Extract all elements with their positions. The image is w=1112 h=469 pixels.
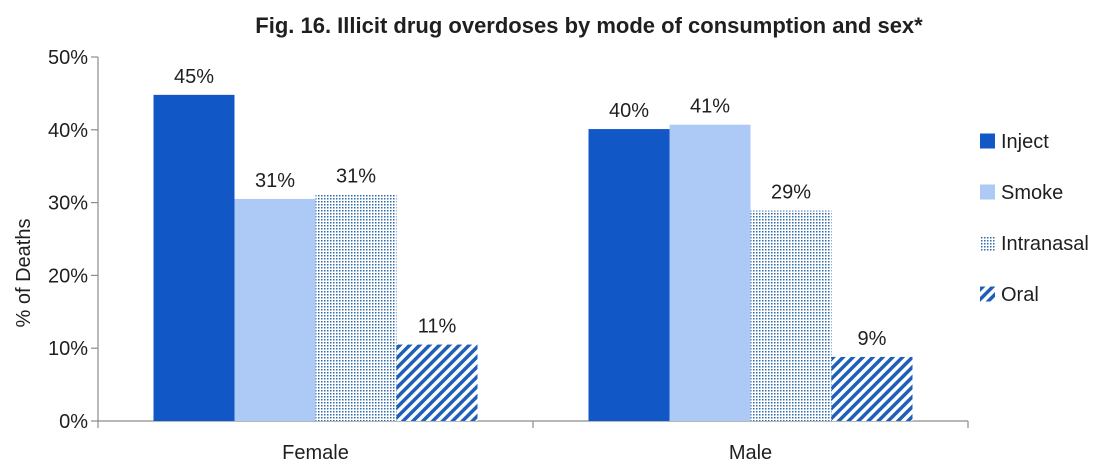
bar-intranasal-female: [315, 194, 397, 421]
legend-swatch-smoke: [980, 184, 995, 200]
bar-smoke-male: [669, 124, 751, 421]
bar-oral-male: [831, 356, 913, 421]
data-label: 11%: [418, 316, 457, 338]
bar-smoke-female: [234, 198, 316, 421]
legend-label: Inject: [1001, 131, 1049, 153]
legend-swatch-oral: [980, 286, 995, 302]
legend-label: Smoke: [1001, 182, 1063, 204]
data-label: 9%: [858, 328, 887, 350]
y-tick-label: 20%: [48, 265, 88, 287]
legend: Inject Smoke Intranasal Oral: [980, 131, 1089, 306]
data-label: 40%: [609, 100, 649, 122]
data-label: 29%: [771, 182, 811, 204]
bar-inject-male: [588, 129, 670, 421]
data-label: 31%: [336, 166, 376, 188]
plot-area: 0% 10% 20% 30% 40% 50% 45% 31% 31% 11% Female 40% 41…: [48, 47, 969, 464]
y-tick-label: 30%: [48, 193, 88, 215]
x-tick-label: Male: [729, 442, 772, 464]
data-label: 31%: [255, 170, 295, 192]
data-label: 45%: [174, 66, 214, 88]
y-tick-label: 40%: [48, 120, 88, 142]
y-tick-label: 10%: [48, 338, 88, 360]
y-axis-title: % of Deaths: [13, 219, 35, 328]
legend-label: Oral: [1001, 284, 1039, 306]
legend-label: Intranasal: [1001, 233, 1089, 255]
y-tick-label: 0%: [59, 411, 88, 433]
legend-swatch-intranasal: [980, 235, 995, 251]
legend-swatch-inject: [980, 133, 995, 149]
bar-intranasal-male: [750, 210, 832, 421]
data-label: 41%: [690, 96, 730, 118]
y-tick-label: 50%: [48, 47, 88, 69]
bar-oral-female: [396, 344, 478, 421]
bar-inject-female: [153, 94, 235, 421]
chart-title: Fig. 16. Illicit drug overdoses by mode …: [255, 13, 923, 38]
x-tick-label: Female: [282, 442, 349, 464]
